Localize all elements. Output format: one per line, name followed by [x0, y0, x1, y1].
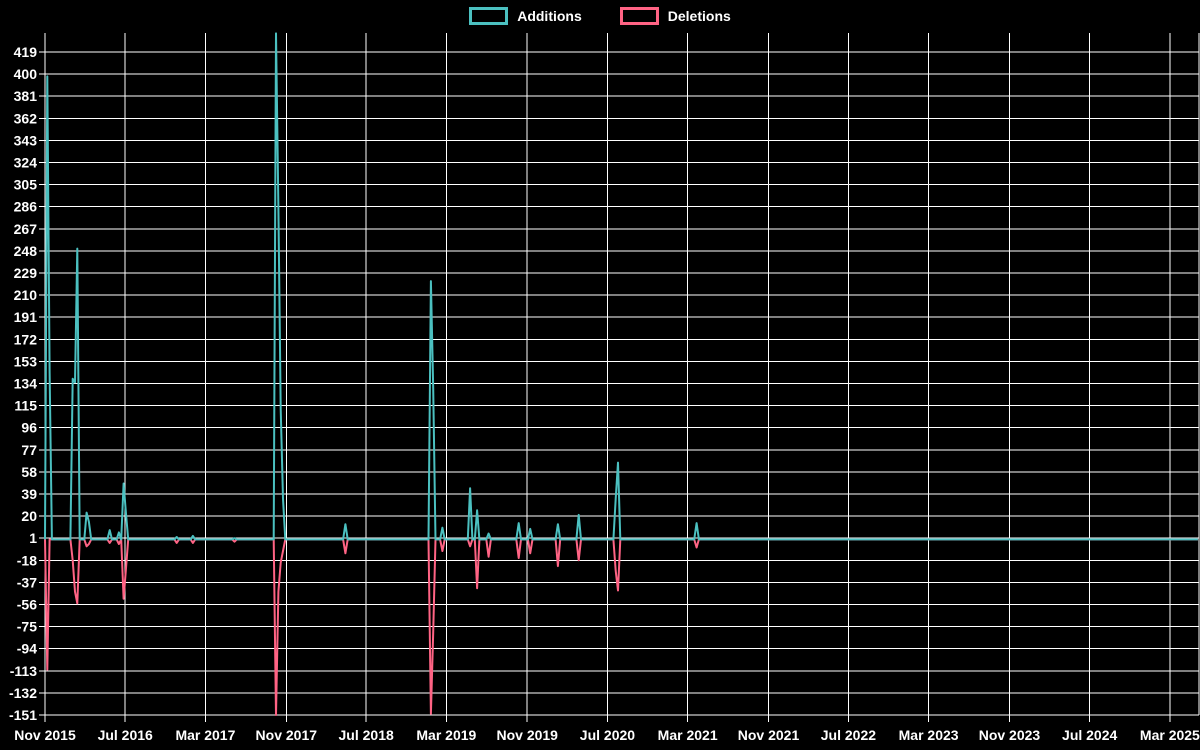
- y-tick-label: 134: [14, 375, 38, 391]
- y-tick-label: 153: [14, 353, 38, 369]
- x-tick-label: Mar 2023: [899, 727, 959, 743]
- x-tick-label: Jul 2022: [821, 727, 876, 743]
- grid-and-axes: [39, 33, 1200, 722]
- x-tick-label: Jul 2018: [339, 727, 394, 743]
- x-tick-label: Mar 2021: [658, 727, 718, 743]
- y-tick-label: 77: [21, 442, 37, 458]
- y-tick-label: -37: [17, 574, 37, 590]
- x-tick-label: Mar 2019: [416, 727, 476, 743]
- x-tick-label: Jul 2024: [1062, 727, 1117, 743]
- y-tick-label: -56: [17, 596, 37, 612]
- deletions-legend-label: Deletions: [667, 8, 731, 24]
- deletions-swatch-icon: [619, 7, 659, 25]
- y-tick-label: 343: [14, 132, 38, 148]
- y-tick-label: -113: [10, 663, 37, 679]
- chart-legend: Additions Deletions: [0, 7, 1200, 25]
- y-tick-label: 324: [14, 154, 38, 170]
- deletions-line: [44, 538, 1198, 716]
- axis-tick-labels: 419 400 381 362 343 324 305 286 267 248 229 210 191 1…: [9, 44, 1200, 743]
- y-tick-label: 172: [14, 331, 38, 347]
- y-tick-label: -94: [17, 641, 37, 657]
- y-tick-label: 362: [14, 110, 38, 126]
- legend-item-deletions[interactable]: Deletions: [619, 7, 731, 25]
- y-tick-label: 248: [14, 243, 38, 259]
- y-tick-label: 381: [14, 88, 38, 104]
- x-tick-label: Nov 2017: [256, 727, 318, 743]
- additions-legend-label: Additions: [517, 8, 582, 24]
- x-tick-label: Nov 2023: [979, 727, 1041, 743]
- y-tick-label: -151: [9, 707, 37, 723]
- y-tick-label: 210: [14, 287, 38, 303]
- x-tick-label: Mar 2017: [175, 727, 235, 743]
- additions-swatch-icon: [469, 7, 509, 25]
- y-tick-label: 286: [14, 199, 38, 215]
- y-tick-label: 58: [21, 464, 37, 480]
- y-tick-label: 419: [14, 44, 38, 60]
- y-tick-label: 229: [14, 265, 38, 281]
- y-tick-label: 400: [14, 66, 38, 82]
- y-tick-label: 96: [21, 420, 37, 436]
- y-tick-label: 115: [14, 398, 37, 414]
- x-tick-label: Mar 2025: [1140, 727, 1200, 743]
- x-tick-label: Nov 2019: [496, 727, 558, 743]
- x-tick-label: Jul 2020: [580, 727, 635, 743]
- y-tick-label: 39: [21, 486, 37, 502]
- y-tick-label: -132: [9, 685, 37, 701]
- x-tick-label: Jul 2016: [98, 727, 153, 743]
- y-tick-label: 267: [14, 221, 38, 237]
- y-tick-label: 20: [21, 508, 37, 524]
- x-tick-label: Nov 2021: [738, 727, 800, 743]
- x-tick-label: Nov 2015: [14, 727, 76, 743]
- y-tick-label: -75: [17, 619, 37, 635]
- y-tick-label: 305: [14, 177, 38, 193]
- y-tick-label: -18: [17, 552, 37, 568]
- legend-item-additions[interactable]: Additions: [469, 7, 582, 25]
- y-tick-label: 191: [14, 309, 38, 325]
- additions-line: [44, 32, 1198, 541]
- y-tick-label: 1: [29, 530, 37, 546]
